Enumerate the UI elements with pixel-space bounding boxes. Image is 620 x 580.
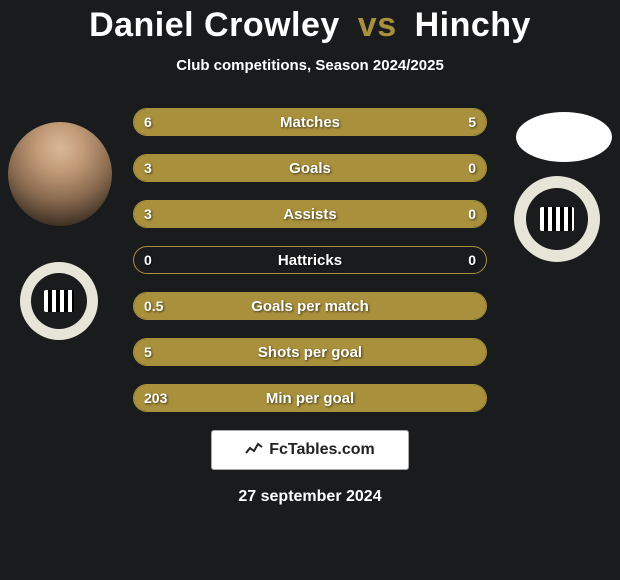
stat-bar: Matches6 5: [133, 108, 487, 136]
bar-value-left: 3: [144, 201, 152, 227]
bar-value-right: 0: [468, 201, 476, 227]
bar-label: Matches: [134, 109, 486, 135]
vs-label: vs: [358, 6, 397, 44]
date-label: 27 september 2024: [0, 488, 620, 506]
bar-value-left: 0: [144, 247, 152, 273]
subtitle: Club competitions, Season 2024/2025: [0, 57, 620, 74]
stat-bar: Goals per match0.5: [133, 292, 487, 320]
bar-value-right: 0: [468, 247, 476, 273]
stat-bar: Goals3 0: [133, 154, 487, 182]
bar-label: Hattricks: [134, 247, 486, 273]
comparison-bars: Matches65Goals30Assists30Hattricks00Goal…: [0, 108, 620, 412]
chart-icon: [245, 441, 263, 459]
bar-label: Goals per match: [134, 293, 486, 319]
bar-label: Min per goal: [134, 385, 486, 411]
bar-value-left: 203: [144, 385, 167, 411]
bar-label: Assists: [134, 201, 486, 227]
bar-value-right: 5: [468, 109, 476, 135]
player1-name: Daniel Crowley: [89, 6, 340, 44]
bar-label: Goals: [134, 155, 486, 181]
player2-name: Hinchy: [415, 6, 531, 44]
page-title: Daniel Crowley vs Hinchy: [0, 0, 620, 45]
stat-bar: Shots per goal5: [133, 338, 487, 366]
bar-value-right: 0: [468, 155, 476, 181]
brand-logo[interactable]: FcTables.com: [211, 430, 409, 470]
stat-bar: Hattricks0 0: [133, 246, 487, 274]
brand-text: FcTables.com: [269, 441, 375, 459]
bar-value-left: 0.5: [144, 293, 163, 319]
stat-bar: Assists3 0: [133, 200, 487, 228]
bar-value-left: 6: [144, 109, 152, 135]
bar-label: Shots per goal: [134, 339, 486, 365]
stat-bar: Min per goal203: [133, 384, 487, 412]
bar-value-left: 5: [144, 339, 152, 365]
bar-value-left: 3: [144, 155, 152, 181]
